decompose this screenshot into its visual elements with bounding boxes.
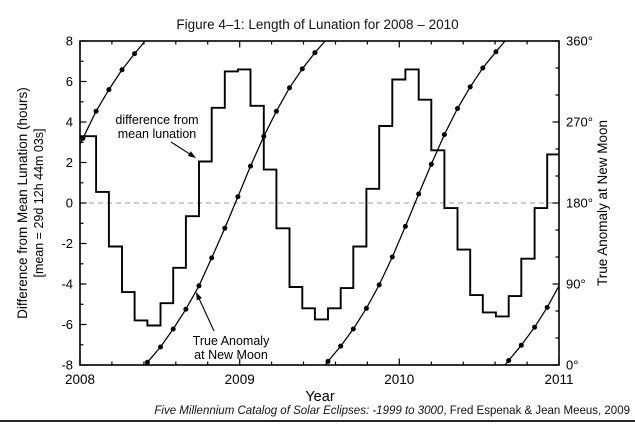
true-anomaly-line (504, 285, 560, 366)
y-right-tick-label: 180° (566, 196, 593, 211)
new-moon-dot (416, 191, 422, 197)
new-moon-dot (544, 304, 550, 310)
x-axis-label: Year (305, 389, 335, 405)
new-moon-dot (287, 85, 292, 91)
new-moon-dot (93, 108, 99, 114)
source-credit-italic: Five Millennium Catalog of Solar Eclipse… (154, 405, 444, 417)
x-tick-label: 2008 (65, 372, 95, 387)
new-moon-dot (532, 324, 538, 330)
new-moon-dot (389, 254, 395, 260)
new-moon-dot (506, 358, 512, 363)
true-anomaly-line (144, 40, 326, 366)
new-moon-dot (402, 223, 408, 229)
y-right-tick-label: 270° (566, 115, 593, 130)
new-moon-dot (132, 51, 138, 57)
new-moon-dot (183, 306, 189, 312)
new-moon-dot (428, 161, 434, 167)
new-moon-dot (480, 65, 486, 71)
x-tick-label: 2011 (544, 372, 573, 387)
y-right-tick-label: 360° (566, 34, 593, 49)
new-moon-dot (235, 194, 241, 200)
source-credit: Five Millennium Catalog of Solar Eclipse… (154, 405, 630, 417)
y-right-tick-label: 90° (566, 277, 586, 292)
new-moon-dot (363, 305, 369, 311)
annotation-text: at New Moon (194, 348, 268, 362)
y-left-tick-label: -6 (61, 317, 73, 332)
annotation-arrowhead (187, 151, 196, 158)
y-left-tick-label: 4 (66, 115, 73, 130)
y-left-tick-label: 6 (66, 74, 73, 89)
new-moon-dot (338, 343, 344, 349)
y-left-tick-label: -8 (61, 358, 73, 373)
new-moon-dot (493, 49, 499, 55)
new-moon-dot (376, 282, 382, 288)
new-moon-dot (209, 255, 215, 261)
new-moon-dot (248, 163, 253, 169)
new-moon-dot (273, 108, 279, 114)
x-tick-label: 2009 (225, 372, 255, 387)
new-moon-dot (144, 359, 150, 365)
y-right-tick-label: 0° (566, 358, 578, 373)
y-left-tick-label: 0 (66, 196, 73, 211)
new-moon-dot (441, 132, 447, 138)
annotation-text: mean lunation (118, 127, 197, 141)
new-moon-dot (518, 342, 524, 348)
annotation-text: True Anomaly (193, 334, 270, 348)
new-moon-dot (350, 326, 356, 332)
new-moon-dot (467, 84, 473, 90)
bottom-rule (0, 420, 635, 422)
new-moon-dot (196, 283, 202, 289)
new-moon-dot (325, 358, 331, 364)
annotation-arrowhead (196, 292, 202, 301)
y-left-tick-label: -2 (61, 236, 73, 251)
new-moon-dot (119, 67, 125, 73)
new-moon-dot (170, 326, 176, 332)
annotation-text: difference from (115, 113, 198, 127)
new-moon-dot (222, 225, 228, 231)
lunation-difference-step (80, 68, 559, 327)
source-credit-regular: , Fred Espenak & Jean Meeus, 2009 (443, 405, 630, 417)
new-moon-dot (455, 106, 460, 111)
true-anomaly-line (324, 40, 506, 366)
new-moon-dot (299, 66, 305, 72)
annotation-arrow-line (170, 141, 193, 156)
chart-title: Figure 4–1: Length of Lunation for 2008 … (176, 17, 459, 32)
new-moon-dot (106, 87, 112, 93)
new-moon-dot (158, 344, 163, 350)
x-tick-label: 2010 (384, 372, 414, 387)
y-left-tick-label: -4 (61, 277, 73, 292)
y-left-tick-label: 8 (66, 34, 73, 49)
y-left-tick-label: 2 (66, 155, 73, 170)
new-moon-dot (312, 50, 318, 56)
annotation-arrow-line (197, 296, 215, 332)
